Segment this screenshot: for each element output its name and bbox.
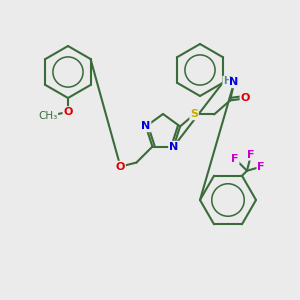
Text: F: F <box>231 154 239 164</box>
Text: F: F <box>247 150 255 160</box>
Text: O: O <box>116 162 125 172</box>
Text: O: O <box>240 93 250 103</box>
Text: O: O <box>63 107 73 117</box>
Text: F: F <box>257 162 265 172</box>
Text: S: S <box>190 110 198 119</box>
Text: N: N <box>169 142 178 152</box>
Text: N: N <box>141 122 151 131</box>
Text: N: N <box>230 77 239 87</box>
Text: H: H <box>223 76 231 86</box>
Text: CH₃: CH₃ <box>38 111 58 121</box>
